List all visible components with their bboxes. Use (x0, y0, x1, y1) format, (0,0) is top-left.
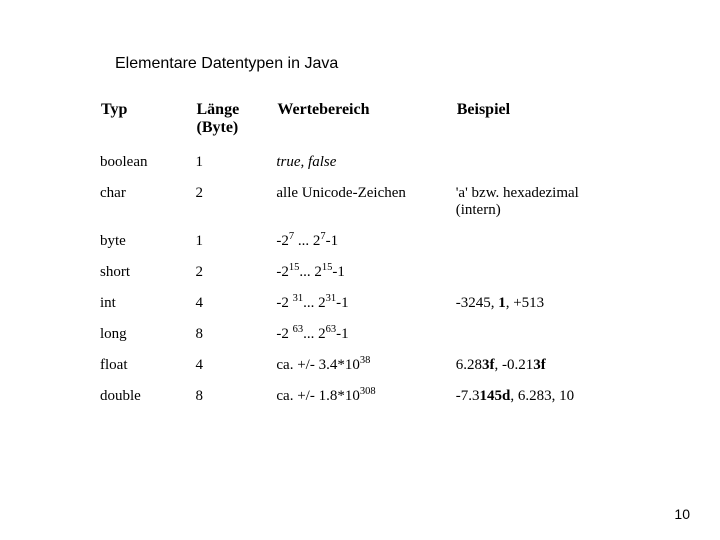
header-length-line2: (Byte) (197, 119, 239, 136)
cell-range: true, false (276, 147, 455, 178)
datatypes-table: Typ Länge (Byte) Wertebereich Beispiel b… (100, 100, 620, 412)
cell-typ: char (100, 178, 196, 226)
cell-range: ca. +/- 3.4*1038 (276, 350, 455, 381)
cell-example: -3245, 1, +513 (456, 288, 620, 319)
table-header-row: Typ Länge (Byte) Wertebereich Beispiel (100, 100, 620, 147)
cell-range: -2 63... 263-1 (276, 319, 455, 350)
table-row: byte 1 -27 ... 27-1 (100, 226, 620, 257)
table-row: int 4 -2 31... 231-1 -3245, 1, +513 (100, 288, 620, 319)
page-number: 10 (674, 506, 690, 522)
cell-typ: double (100, 381, 196, 412)
cell-example (456, 147, 620, 178)
cell-range: -2 31... 231-1 (276, 288, 455, 319)
table-row: short 2 -215... 215-1 (100, 257, 620, 288)
cell-length: 8 (196, 381, 277, 412)
cell-example: -7.3145d, 6.283, 10 (456, 381, 620, 412)
header-example: Beispiel (456, 100, 620, 147)
header-length-line1: Länge (197, 101, 240, 118)
cell-typ: boolean (100, 147, 196, 178)
cell-length: 1 (196, 226, 277, 257)
slide-title: Elementare Datentypen in Java (115, 55, 338, 73)
cell-range: -215... 215-1 (276, 257, 455, 288)
cell-length: 2 (196, 178, 277, 226)
table-row: long 8 -2 63... 263-1 (100, 319, 620, 350)
cell-range: alle Unicode-Zeichen (276, 178, 455, 226)
header-length: Länge (Byte) (196, 100, 277, 147)
cell-example: 'a' bzw. hexadezimal(intern) (456, 178, 620, 226)
slide-page: Elementare Datentypen in Java Typ Länge … (0, 0, 720, 540)
cell-example (456, 257, 620, 288)
cell-typ: short (100, 257, 196, 288)
table-row: boolean 1 true, false (100, 147, 620, 178)
cell-length: 8 (196, 319, 277, 350)
cell-length: 2 (196, 257, 277, 288)
cell-typ: float (100, 350, 196, 381)
cell-length: 4 (196, 288, 277, 319)
cell-range: ca. +/- 1.8*10308 (276, 381, 455, 412)
cell-example (456, 319, 620, 350)
table-row: double 8 ca. +/- 1.8*10308 -7.3145d, 6.2… (100, 381, 620, 412)
table-row: char 2 alle Unicode-Zeichen 'a' bzw. hex… (100, 178, 620, 226)
table-row: float 4 ca. +/- 3.4*1038 6.283f, -0.213f (100, 350, 620, 381)
header-typ: Typ (100, 100, 196, 147)
cell-length: 4 (196, 350, 277, 381)
cell-typ: long (100, 319, 196, 350)
cell-typ: byte (100, 226, 196, 257)
cell-example (456, 226, 620, 257)
cell-length: 1 (196, 147, 277, 178)
cell-example: 6.283f, -0.213f (456, 350, 620, 381)
cell-typ: int (100, 288, 196, 319)
cell-range: -27 ... 27-1 (276, 226, 455, 257)
header-range: Wertebereich (276, 100, 455, 147)
